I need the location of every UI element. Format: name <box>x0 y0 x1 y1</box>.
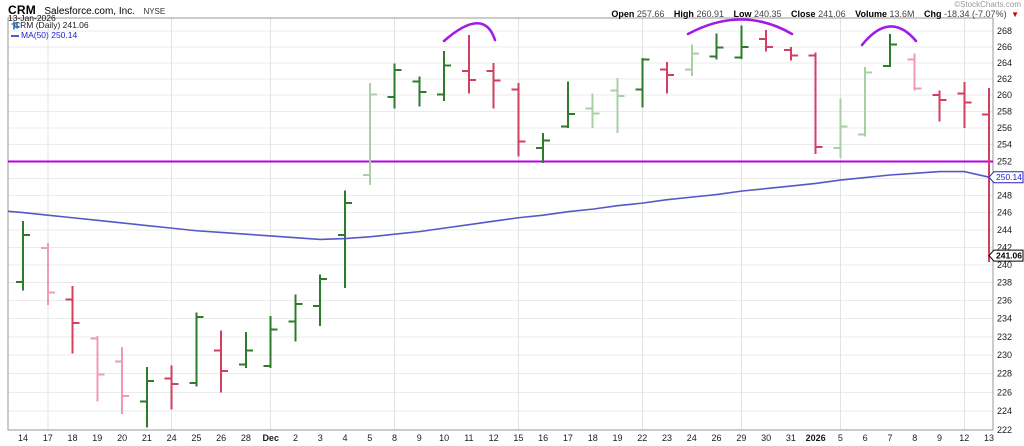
x-axis-label: 5 <box>838 433 843 443</box>
x-axis-label: 15 <box>513 433 523 443</box>
y-axis-label: 230 <box>997 350 1012 360</box>
annotation-arc <box>686 18 794 36</box>
x-axis-label: 24 <box>687 433 697 443</box>
x-axis-label: 12 <box>959 433 969 443</box>
chg-label: Chg <box>924 9 942 19</box>
low-label: Low <box>733 9 752 19</box>
x-axis-label: 13 <box>984 433 994 443</box>
x-axis-label: 8 <box>912 433 917 443</box>
y-axis-label: 226 <box>997 387 1012 397</box>
x-axis-label: 2 <box>293 433 298 443</box>
close-value: 241.06 <box>818 9 846 19</box>
x-axis-label: 14 <box>18 433 28 443</box>
x-axis-label: 21 <box>142 433 152 443</box>
x-axis-label: Dec <box>262 433 279 443</box>
y-axis-label: 222 <box>997 425 1012 435</box>
y-axis-label: 242 <box>997 242 1012 252</box>
x-axis-label: 29 <box>736 433 746 443</box>
y-axis-label: 246 <box>997 208 1012 218</box>
ma-value-badge: 250.14 <box>996 172 1022 182</box>
x-axis-label: 25 <box>191 433 201 443</box>
annotation-arc <box>860 25 918 47</box>
x-axis-label: 30 <box>761 433 771 443</box>
x-axis-label: 18 <box>68 433 78 443</box>
y-axis-label: 228 <box>997 369 1012 379</box>
ma-label: MA(50) 250.14 <box>21 30 78 40</box>
y-axis-label: 262 <box>997 74 1012 84</box>
x-axis-label: 9 <box>937 433 942 443</box>
open-label: Open <box>611 9 635 19</box>
x-axis-label: 11 <box>464 433 473 443</box>
x-axis-label: 7 <box>887 433 892 443</box>
x-axis-label: 23 <box>662 433 672 443</box>
x-axis-label: 12 <box>489 433 499 443</box>
x-axis-label: 20 <box>117 433 127 443</box>
y-axis-label: 238 <box>997 278 1012 288</box>
y-axis-label: 256 <box>997 123 1012 133</box>
y-axis-label: 264 <box>997 58 1012 68</box>
x-axis-label: 26 <box>216 433 226 443</box>
x-axis-label: 28 <box>241 433 251 443</box>
x-axis-label: 17 <box>563 433 573 443</box>
x-axis-label: 16 <box>538 433 548 443</box>
high-label: High <box>673 9 694 19</box>
y-axis-label: 240 <box>997 260 1012 270</box>
y-axis-label: 260 <box>997 90 1012 100</box>
series-label: CRM (Daily) 241.06 <box>14 20 89 30</box>
last-price-badge-box <box>988 249 1024 262</box>
last-price-badge: 241.06 <box>996 251 1022 261</box>
ticker-symbol: CRM <box>8 3 36 17</box>
x-axis-label: 26 <box>712 433 722 443</box>
y-axis-label: 248 <box>997 190 1012 200</box>
x-axis-label: 18 <box>588 433 598 443</box>
change-down-arrow-icon: ▼ <box>1011 10 1019 19</box>
y-axis-label: 252 <box>997 156 1012 166</box>
y-axis-label: 254 <box>997 140 1012 150</box>
chart-header: CRM Salesforce.com, Inc. NYSE <box>8 1 165 19</box>
y-axis-label: 224 <box>997 406 1012 416</box>
ma50-line <box>7 170 993 241</box>
y-axis-label: 266 <box>997 42 1012 52</box>
y-axis-label: 234 <box>997 314 1012 324</box>
ma-value-badge-box <box>988 171 1024 184</box>
copyright-note: ©StockCharts.com <box>954 0 1021 9</box>
x-axis-label: 9 <box>417 433 422 443</box>
x-axis-label: 10 <box>439 433 449 443</box>
volume-value: 13.6M <box>889 9 915 19</box>
exchange-label: NYSE <box>143 7 166 16</box>
x-axis-label: 6 <box>863 433 868 443</box>
chart-legend: CRM (Daily) 241.06 MA(50) 250.14 <box>11 21 89 40</box>
open-value: 257.66 <box>636 9 665 19</box>
low-value: 240.35 <box>754 9 782 19</box>
y-axis-label: 244 <box>997 225 1012 235</box>
x-axis-label: 5 <box>367 433 372 443</box>
x-axis-label: 22 <box>637 433 647 443</box>
x-axis-label: 3 <box>318 433 323 443</box>
y-axis-label: 268 <box>997 26 1012 36</box>
x-axis-label: 19 <box>92 433 102 443</box>
x-axis-label: 19 <box>612 433 622 443</box>
x-axis-label: 4 <box>343 433 348 443</box>
volume-label: Volume <box>855 9 887 19</box>
y-axis-label: 232 <box>997 332 1012 342</box>
chart-date: 13-Jan-2026 <box>8 13 56 23</box>
x-axis-label: 17 <box>43 433 53 443</box>
y-axis-label: 258 <box>997 107 1012 117</box>
x-axis-label: 8 <box>392 433 397 443</box>
plot-border <box>7 17 994 431</box>
y-axis-label: 236 <box>997 296 1012 306</box>
high-value: 260.91 <box>696 9 724 19</box>
close-label: Close <box>791 9 816 19</box>
x-axis-label: 24 <box>167 433 177 443</box>
company-name: Salesforce.com, Inc. <box>44 6 135 17</box>
x-axis-label: 2026 <box>806 433 826 443</box>
ma-line-swatch <box>11 34 19 37</box>
annotation-arc <box>442 22 497 43</box>
chg-value: -18.34 (-7.07%) <box>944 9 1007 19</box>
x-axis-label: 31 <box>786 433 796 443</box>
quote-summary: Open 257.66 High 260.91 Low 240.35 Close… <box>611 9 1019 19</box>
